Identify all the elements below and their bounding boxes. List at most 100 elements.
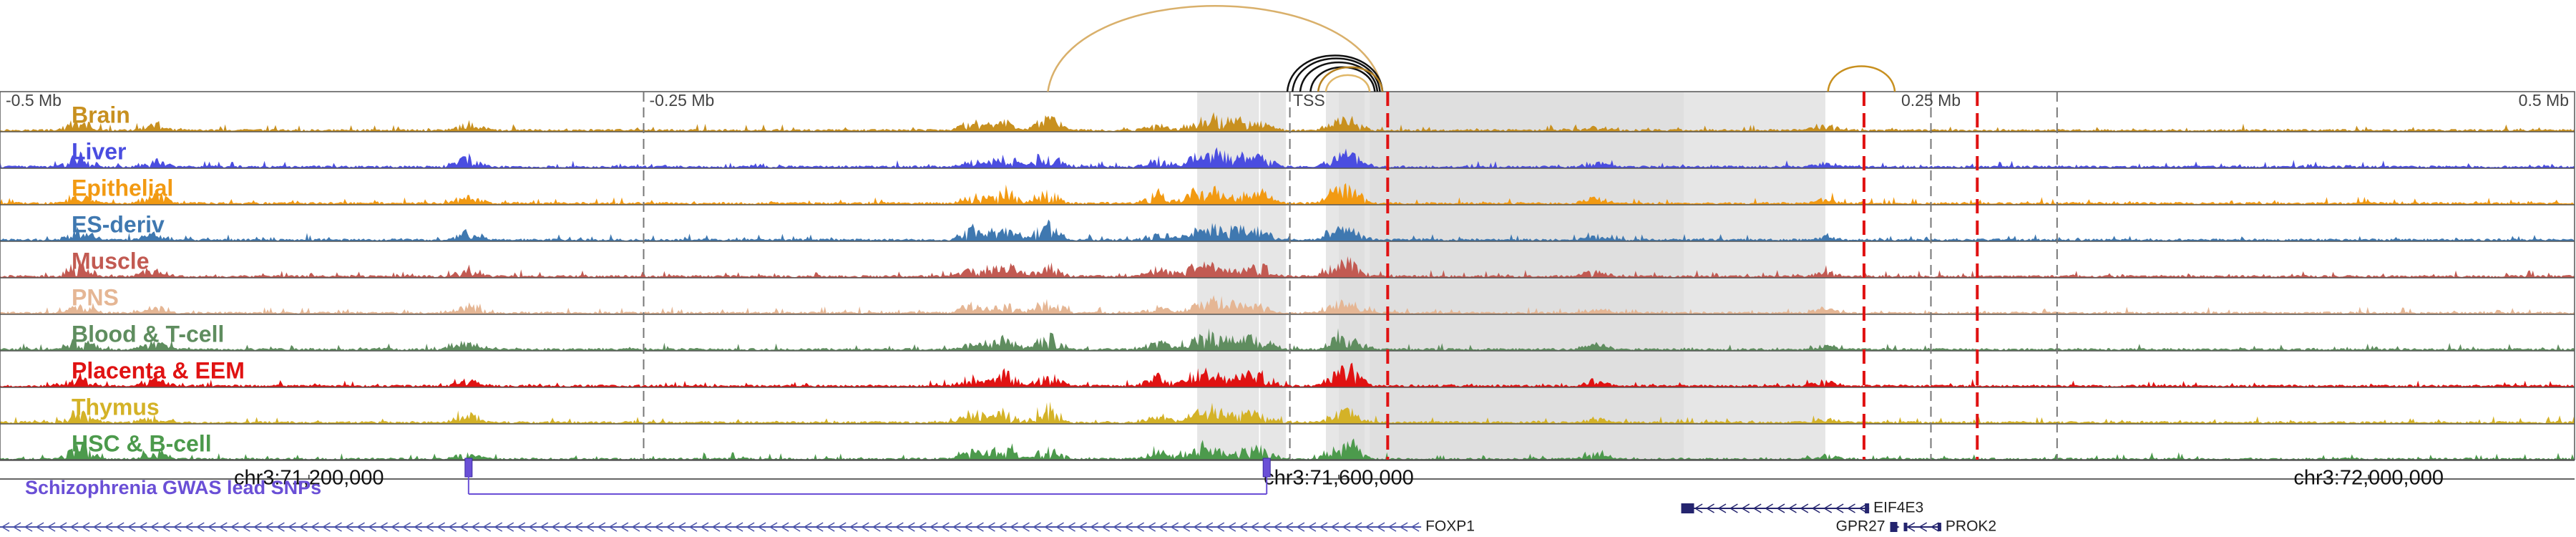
strand-arrow xyxy=(311,522,319,532)
strand-arrow xyxy=(138,522,147,532)
strand-arrow xyxy=(1787,503,1797,513)
strand-arrow xyxy=(104,522,113,532)
strand-arrow xyxy=(1021,522,1030,532)
strand-arrow xyxy=(1067,522,1075,532)
chromatin-loop xyxy=(1286,54,1384,92)
loop-layer xyxy=(1047,5,1896,92)
strand-arrow xyxy=(894,522,904,532)
track-signal xyxy=(0,328,2575,351)
strand-arrow xyxy=(448,522,457,532)
strand-arrow xyxy=(115,522,125,532)
gene-label: FOXP1 xyxy=(1425,518,1475,535)
strand-arrow xyxy=(1262,522,1271,532)
strand-arrow xyxy=(1284,522,1294,532)
chromatin-loop xyxy=(1047,5,1384,92)
strand-arrow xyxy=(734,522,743,532)
strand-arrow xyxy=(803,522,812,532)
strand-arrow xyxy=(872,522,881,532)
strand-arrow xyxy=(1706,503,1714,513)
strand-arrow xyxy=(230,522,239,532)
track-signal xyxy=(0,401,2575,424)
strand-arrow xyxy=(287,522,296,532)
strand-arrow xyxy=(780,522,789,532)
coordinate-marker: 0.5 Mb xyxy=(2519,91,2569,110)
strand-arrow xyxy=(505,522,514,532)
track-label: Epithelial xyxy=(72,175,173,200)
strand-arrow xyxy=(883,522,892,532)
strand-arrow xyxy=(47,522,56,532)
track-signal xyxy=(0,362,2575,387)
strand-arrow xyxy=(425,522,434,532)
strand-arrow xyxy=(195,522,205,532)
gene-label: PROK2 xyxy=(1946,518,1996,535)
strand-arrow xyxy=(1181,522,1191,532)
strand-arrow xyxy=(1931,522,1939,532)
strand-arrow xyxy=(264,522,273,532)
chromatin-loop xyxy=(1324,74,1371,92)
strand-arrow xyxy=(940,522,950,532)
strand-arrow xyxy=(333,522,342,532)
track-label: Liver xyxy=(72,138,126,164)
strand-arrow xyxy=(975,522,984,532)
strand-arrow xyxy=(620,522,629,532)
strand-arrow xyxy=(1136,522,1145,532)
strand-arrow xyxy=(356,522,365,532)
strand-arrow xyxy=(711,522,721,532)
annotation-layer: chr3:71,200,000 chr3:71,600,000 chr3:72,00… xyxy=(0,458,2575,535)
strand-arrow xyxy=(700,522,709,532)
track-signal xyxy=(0,256,2575,278)
strand-arrow xyxy=(528,522,537,532)
track-label: Muscle xyxy=(72,248,149,274)
strand-arrow xyxy=(654,522,663,532)
track-label: Thymus xyxy=(72,394,160,420)
strand-arrow xyxy=(494,522,503,532)
strand-arrow xyxy=(275,522,285,532)
strand-arrow xyxy=(58,522,67,532)
strand-arrow xyxy=(24,522,33,532)
strand-arrow xyxy=(643,522,652,532)
gene-exon xyxy=(1903,523,1908,531)
strand-arrow xyxy=(826,522,835,532)
strand-arrow xyxy=(1811,503,1820,513)
strand-arrow xyxy=(150,522,159,532)
strand-arrow xyxy=(1,522,10,532)
strand-arrow xyxy=(1752,503,1762,513)
coordinate-marker: -0.5 Mb xyxy=(6,91,62,110)
gwas-track-label: Schizophrenia GWAS lead SNPs xyxy=(25,477,321,498)
strand-arrow xyxy=(436,522,446,532)
track-label: ES-deriv xyxy=(72,211,165,237)
strand-arrow xyxy=(677,522,686,532)
track-signal xyxy=(0,183,2575,205)
strand-arrow xyxy=(574,522,583,532)
strand-arrow xyxy=(241,522,250,532)
strand-arrow xyxy=(906,522,915,532)
strand-arrow xyxy=(837,522,847,532)
track-label: PNS xyxy=(72,284,119,310)
axis-tick-label: chr3:72,000,000 xyxy=(2293,467,2444,490)
coordinate-marker: TSS xyxy=(1293,91,1325,110)
strand-arrow xyxy=(1835,503,1844,513)
strand-arrow xyxy=(1239,522,1248,532)
strand-arrow xyxy=(1823,503,1833,513)
strand-arrow xyxy=(1124,522,1133,532)
strand-arrow xyxy=(1216,522,1225,532)
strand-arrow xyxy=(917,522,927,532)
strand-arrow xyxy=(1800,503,1809,513)
strand-arrow xyxy=(207,522,216,532)
strand-arrow xyxy=(81,522,90,532)
strand-arrow xyxy=(1376,522,1385,532)
strand-arrow xyxy=(597,522,606,532)
gene-exon xyxy=(1865,503,1870,513)
strand-arrow xyxy=(1078,522,1087,532)
axis-tick-label: chr3:71,600,000 xyxy=(1264,467,1414,490)
strand-arrow xyxy=(1101,522,1111,532)
strand-arrow xyxy=(952,522,961,532)
strand-arrow xyxy=(402,522,411,532)
strand-arrow xyxy=(379,522,388,532)
strand-arrow xyxy=(1353,522,1362,532)
strand-arrow xyxy=(757,522,766,532)
strand-arrow xyxy=(540,522,549,532)
strand-arrow xyxy=(345,522,353,532)
strand-arrow xyxy=(1918,522,1928,532)
strand-arrow xyxy=(1204,522,1214,532)
